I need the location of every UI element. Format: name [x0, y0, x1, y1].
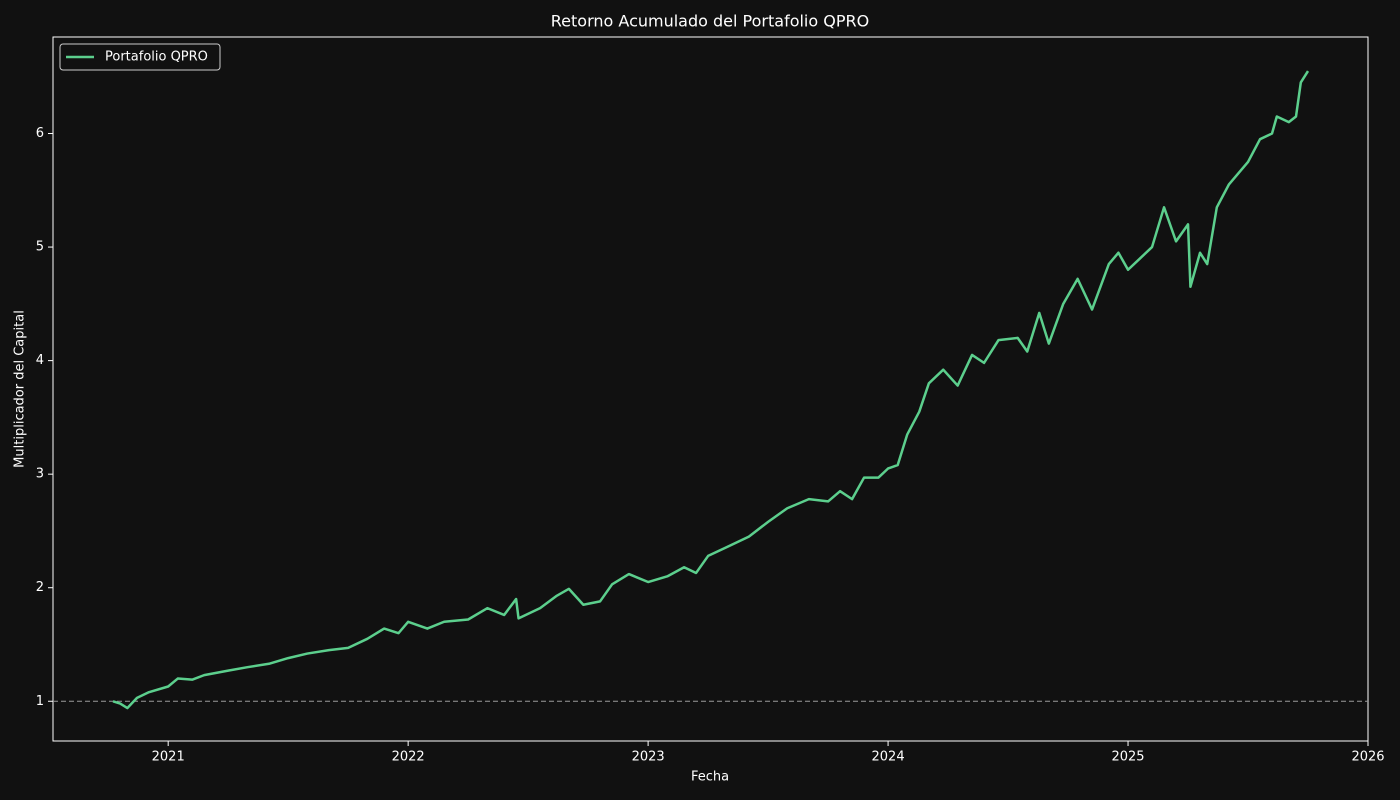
- line-series: [112, 70, 1310, 710]
- y-tick-label: 6: [36, 126, 44, 141]
- chart-title: Retorno Acumulado del Portafolio QPRO: [551, 12, 869, 31]
- legend-box: [59, 43, 221, 71]
- x-tick-label: 2024: [872, 750, 905, 765]
- y-axis-label: Multiplicador del Capital: [13, 310, 28, 468]
- y-tick-label: 5: [36, 240, 44, 255]
- y-tick-label: 3: [36, 467, 44, 482]
- x-tick-label: 2025: [1111, 750, 1144, 765]
- x-axis-label: Fecha: [691, 770, 729, 785]
- x-tick-label: 2026: [1351, 750, 1384, 765]
- legend-label: Portafolio QPRO: [105, 50, 208, 65]
- y-tick-label: 4: [36, 353, 44, 368]
- x-tick-label: 2022: [392, 750, 425, 765]
- y-tick-label: 2: [36, 580, 44, 595]
- y-tick-label: 1: [36, 694, 44, 709]
- x-tick-label: 2021: [152, 750, 185, 765]
- x-tick-label: 2023: [632, 750, 665, 765]
- plot-area: [52, 36, 1369, 742]
